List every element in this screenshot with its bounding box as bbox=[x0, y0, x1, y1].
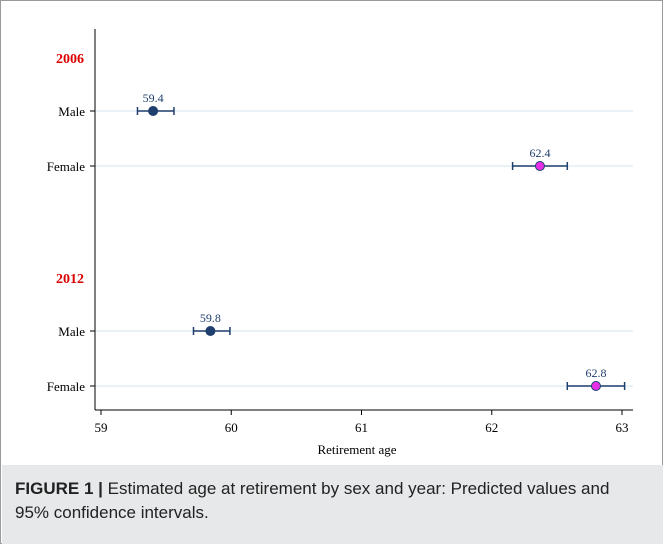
x-tick-label: 62 bbox=[485, 420, 498, 435]
caption-separator: | bbox=[98, 479, 103, 498]
point-marker bbox=[534, 161, 545, 171]
caption-figure-label: FIGURE 1 bbox=[15, 479, 94, 498]
figure-caption: FIGURE 1 | Estimated age at retirement b… bbox=[15, 477, 645, 525]
caption-band bbox=[2, 465, 663, 544]
x-tick-label: 63 bbox=[616, 420, 629, 435]
mark-layer: 59.4 62.4 59.8 62.8 bbox=[136, 91, 626, 391]
data-label: 62.8 bbox=[585, 366, 606, 380]
grid-layer bbox=[96, 110, 633, 387]
row-label-female: Female bbox=[47, 159, 85, 174]
x-tick-label: 60 bbox=[225, 420, 238, 435]
row-label-female: Female bbox=[47, 379, 85, 394]
x-tick-label: 59 bbox=[95, 420, 108, 435]
row-label-male: Male bbox=[58, 104, 85, 119]
x-tick-layer: 59 60 61 62 63 bbox=[90, 110, 629, 435]
point-marker bbox=[148, 106, 159, 116]
data-label: 62.4 bbox=[529, 146, 550, 160]
row-label-male: Male bbox=[58, 324, 85, 339]
group-label-2012: 2012 bbox=[56, 272, 84, 287]
chart: 59 60 61 62 63 2006MaleFemale2012MaleFemale … bbox=[47, 29, 633, 457]
caption-text: Estimated age at retirement by sex and y… bbox=[15, 479, 610, 522]
point-marker bbox=[205, 326, 216, 336]
row-layer: 2006 Male Female 2012 Male Female bbox=[47, 52, 85, 394]
data-label: 59.4 bbox=[143, 91, 164, 105]
group-label-2006: 2006 bbox=[56, 52, 84, 67]
x-axis-label: Retirement age bbox=[317, 442, 396, 457]
data-label: 59.8 bbox=[200, 311, 221, 325]
x-tick-label: 61 bbox=[355, 420, 368, 435]
point-marker bbox=[590, 381, 601, 391]
